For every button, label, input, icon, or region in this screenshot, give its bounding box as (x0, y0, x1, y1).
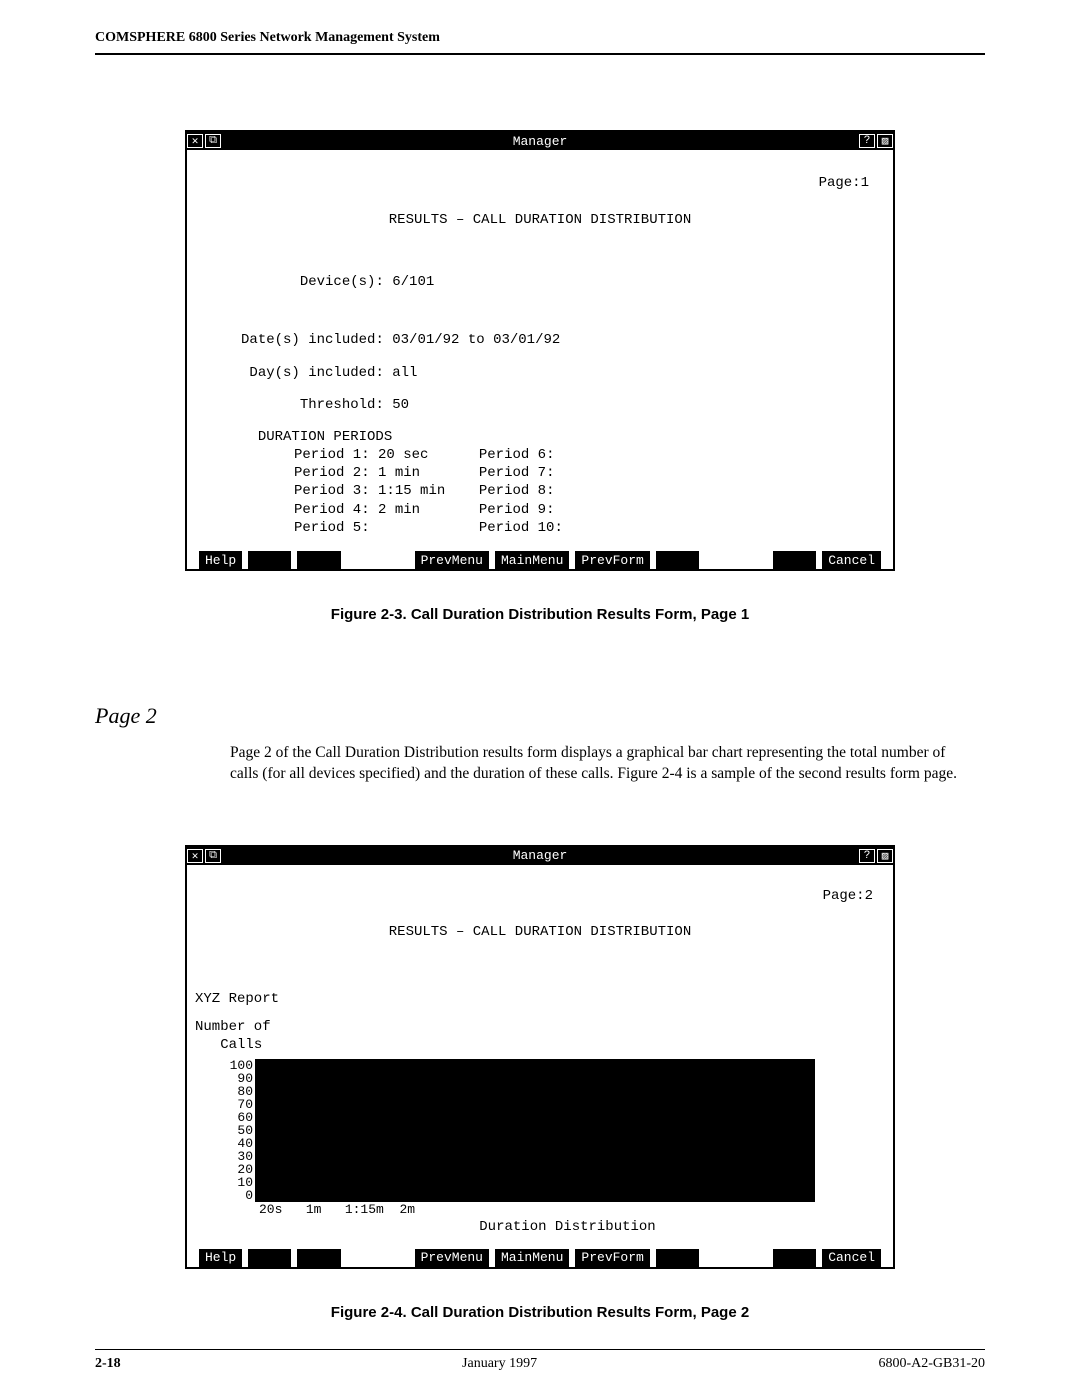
threshold-label: Threshold: (300, 397, 384, 413)
blank-button-3[interactable]: ──── (656, 551, 699, 569)
blank-button-2[interactable]: ──── (297, 551, 340, 569)
cancel-button[interactable]: Cancel (822, 551, 881, 569)
mainmenu-button[interactable]: MainMenu (495, 551, 569, 569)
mainmenu-button[interactable]: MainMenu (495, 1249, 569, 1267)
report-name: XYZ Report (195, 990, 885, 1008)
body-paragraph: Page 2 of the Call Duration Distribution… (230, 743, 975, 785)
window-titlebar: ✕ ⧉ Manager ? ▨ (187, 847, 893, 865)
blank-button-4[interactable]: ──── (773, 1249, 816, 1267)
pin-icon[interactable]: ⧉ (205, 134, 221, 148)
period-row: Period 4: 2 min Period 9: (199, 501, 881, 519)
prevmenu-button[interactable]: PrevMenu (415, 1249, 489, 1267)
window-titlebar: ✕ ⧉ Manager ? ▨ (187, 132, 893, 150)
window-title: Manager (513, 134, 568, 149)
screen-title: RESULTS – CALL DURATION DISTRIBUTION (195, 923, 885, 941)
page-footer: 2-18 January 1997 6800-A2-GB31-20 (95, 1349, 985, 1372)
dates-value: 03/01/92 to 03/01/92 (392, 332, 560, 348)
period-row: Period 1: 20 sec Period 6: (199, 446, 881, 464)
figure-caption-2: Figure 2-4. Call Duration Distribution R… (95, 1304, 985, 1321)
chart-ytitle-2: Calls (220, 1037, 262, 1053)
prevform-button[interactable]: PrevForm (575, 1249, 649, 1267)
footer-docid: 6800-A2-GB31-20 (878, 1356, 985, 1372)
terminal-footer: Help ──── ──── PrevMenu MainMenu PrevFor… (187, 547, 893, 569)
pin-icon[interactable]: ⧉ (205, 849, 221, 863)
footer-page: 2-18 (95, 1356, 121, 1372)
blank-button-4[interactable]: ──── (773, 551, 816, 569)
help-icon[interactable]: ? (859, 849, 875, 863)
dates-label: Date(s) included: (241, 332, 384, 348)
threshold-value: 50 (392, 397, 409, 413)
device-label: Device(s): (300, 274, 384, 290)
blank-button-1[interactable]: ──── (248, 551, 291, 569)
blank-button-2[interactable]: ──── (297, 1249, 340, 1267)
terminal-window-1: ✕ ⧉ Manager ? ▨ Page:1 RESULTS – CALL DU… (185, 130, 895, 571)
days-value: all (392, 365, 417, 381)
help-icon[interactable]: ? (859, 134, 875, 148)
terminal-footer: Help ──── ──── PrevMenu MainMenu PrevFor… (187, 1245, 893, 1267)
device-value: 6/101 (392, 274, 434, 290)
terminal-body: Page:2 RESULTS – CALL DURATION DISTRIBUT… (187, 865, 893, 1245)
window-title: Manager (513, 848, 568, 863)
resize-icon[interactable]: ▨ (877, 134, 893, 148)
terminal-body: Page:1 RESULTS – CALL DURATION DISTRIBUT… (187, 150, 893, 547)
chart-y-axis: 100 90 80 70 60 50 40 30 20 10 0 (195, 1059, 255, 1202)
period-row: Period 5: Period 10: (199, 519, 881, 537)
chart: 100 90 80 70 60 50 40 30 20 10 0 (195, 1059, 885, 1202)
close-icon[interactable]: ✕ (187, 849, 203, 863)
days-label: Day(s) included: (249, 365, 383, 381)
page-header: COMSPHERE 6800 Series Network Management… (95, 30, 985, 55)
help-button[interactable]: Help (199, 1249, 242, 1267)
close-icon[interactable]: ✕ (187, 134, 203, 148)
periods-heading: DURATION PERIODS (258, 429, 392, 445)
cancel-button[interactable]: Cancel (822, 1249, 881, 1267)
period-row: Period 2: 1 min Period 7: (199, 464, 881, 482)
resize-icon[interactable]: ▨ (877, 849, 893, 863)
figure-caption-1: Figure 2-3. Call Duration Distribution R… (95, 606, 985, 623)
footer-date: January 1997 (462, 1356, 537, 1372)
chart-x-axis: 20s 1m 1:15m 2m (195, 1202, 885, 1219)
section-heading: Page 2 (95, 703, 985, 729)
blank-button-1[interactable]: ──── (248, 1249, 291, 1267)
prevform-button[interactable]: PrevForm (575, 551, 649, 569)
chart-plot-area (255, 1059, 815, 1202)
period-row: Period 3: 1:15 min Period 8: (199, 482, 881, 500)
chart-ytitle-1: Number of (195, 1018, 885, 1036)
page-indicator: Page:1 (819, 174, 881, 192)
screen-title: RESULTS – CALL DURATION DISTRIBUTION (199, 211, 881, 229)
blank-button-3[interactable]: ──── (656, 1249, 699, 1267)
prevmenu-button[interactable]: PrevMenu (415, 551, 489, 569)
chart-x-title: Duration Distribution (195, 1218, 885, 1236)
page-indicator: Page:2 (823, 887, 885, 905)
terminal-window-2: ✕ ⧉ Manager ? ▨ Page:2 RESULTS – CALL DU… (185, 845, 895, 1269)
help-button[interactable]: Help (199, 551, 242, 569)
